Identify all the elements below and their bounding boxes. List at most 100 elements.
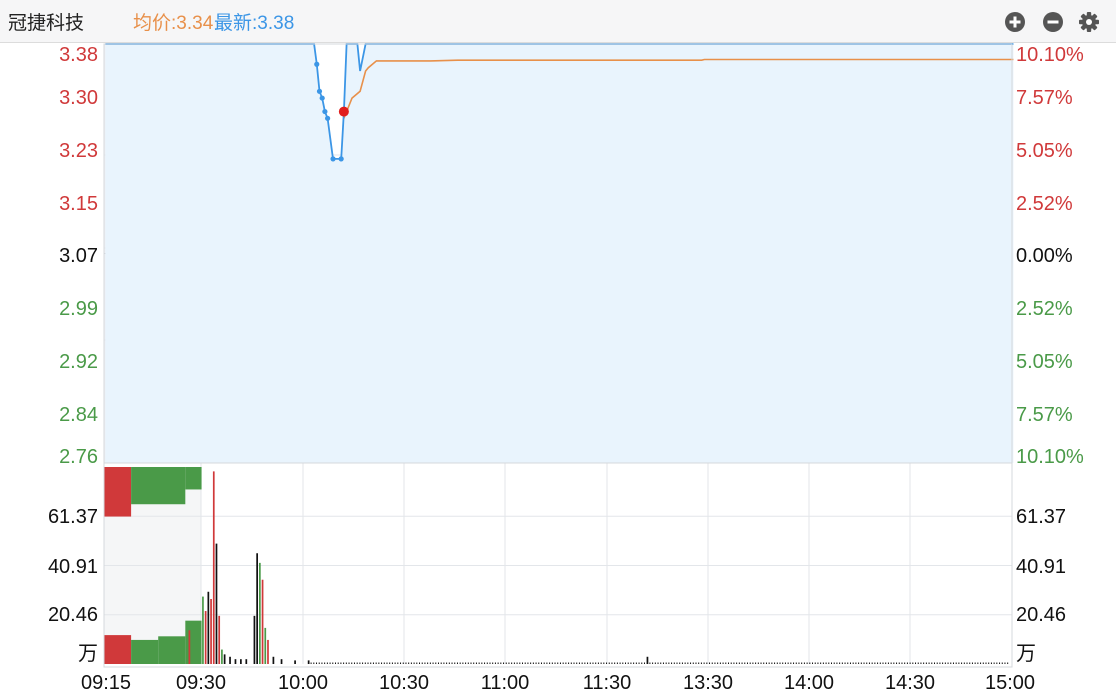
volume-bar (443, 662, 445, 664)
volume-bar (240, 659, 242, 664)
volume-bar (1004, 662, 1006, 664)
volume-bar (538, 662, 540, 664)
volume-bar (643, 662, 645, 664)
volume-bar (503, 662, 505, 664)
volume-bar (925, 662, 927, 664)
percent-tick-label: 5.05% (1016, 140, 1073, 162)
volume-bar (635, 662, 637, 664)
volume-bar (654, 662, 656, 664)
volume-bar (589, 662, 591, 664)
volume-bar (814, 662, 816, 664)
volume-bar (587, 662, 589, 664)
volume-bar (920, 662, 922, 664)
volume-bar (963, 662, 965, 664)
volume-bar (912, 662, 914, 664)
volume-bar (557, 662, 559, 664)
volume-bar (348, 662, 350, 664)
volume-bar (784, 662, 786, 664)
volume-bar (969, 662, 971, 664)
volume-bar (405, 662, 407, 664)
volume-bar (630, 662, 632, 664)
volume-bar (676, 662, 678, 664)
volume-bar (370, 662, 372, 664)
average-price-label: 均价:3.34 (133, 13, 214, 34)
volume-bar (958, 662, 960, 664)
percent-tick-label: 10.10% (1016, 44, 1084, 66)
volume-bar (215, 543, 218, 664)
volume-bar (500, 662, 502, 664)
volume-bar (486, 662, 488, 664)
volume-bar (397, 662, 399, 664)
volume-bar (825, 662, 827, 664)
pre-market-volume-bar (185, 620, 202, 664)
time-tick-label: 10:30 (378, 672, 430, 694)
volume-bar (356, 662, 358, 664)
volume-bar (961, 662, 963, 664)
volume-bar (947, 662, 949, 664)
auction-imbalance-bar (185, 467, 202, 490)
volume-bar (790, 662, 792, 664)
percent-tick-label: 0.00% (1016, 245, 1073, 267)
volume-bar (717, 662, 719, 664)
volume-bar (435, 662, 437, 664)
percent-tick-label: 2.52% (1016, 298, 1073, 320)
volume-bar (234, 659, 237, 664)
volume-bar (359, 662, 361, 664)
volume-bar (432, 662, 434, 664)
volume-bar (695, 662, 697, 664)
volume-bar (882, 662, 884, 664)
volume-bar (944, 662, 946, 664)
auction-imbalance-bar (131, 467, 186, 505)
volume-bar (508, 662, 510, 664)
auction-imbalance-bar (104, 467, 132, 517)
volume-bar (462, 662, 464, 664)
volume-bar (364, 662, 366, 664)
volume-bar (188, 630, 191, 664)
volume-bar (890, 662, 892, 664)
volume-bar (855, 662, 857, 664)
volume-bar (316, 662, 318, 664)
volume-bar (440, 662, 442, 664)
volume-bar (267, 639, 269, 664)
volume-bar (698, 662, 700, 664)
volume-bar (391, 662, 393, 664)
volume-bar (497, 662, 499, 664)
time-tick-label: 09:15 (80, 672, 132, 694)
volume-bar (519, 662, 521, 664)
volume-bar (662, 662, 664, 664)
volume-bar (207, 591, 210, 664)
volume-bar (822, 662, 824, 664)
volume-bar (939, 662, 941, 664)
volume-bar (446, 662, 448, 664)
volume-bar (465, 662, 467, 664)
volume-bar (893, 662, 895, 664)
volume-bar (473, 662, 475, 664)
volume-bar (307, 660, 310, 664)
percent-tick-label: 10.10% (1016, 446, 1084, 468)
settings-gear-icon[interactable] (1078, 11, 1100, 33)
volume-bar (980, 662, 982, 664)
volume-bar (722, 662, 724, 664)
volume-bar (782, 662, 784, 664)
volume-bar (841, 662, 843, 664)
zoom-in-icon[interactable] (1004, 11, 1026, 33)
zoom-out-icon[interactable] (1042, 11, 1064, 33)
volume-bar (258, 562, 261, 664)
volume-bar (367, 662, 369, 664)
volume-bar (641, 662, 643, 664)
volume-bar (839, 662, 841, 664)
volume-bar (459, 662, 461, 664)
volume-bar (310, 662, 312, 664)
volume-bar (253, 615, 256, 664)
volume-bar (294, 660, 296, 664)
volume-bar (652, 662, 654, 664)
volume-bar (936, 662, 938, 664)
time-tick-label: 13:30 (682, 672, 734, 694)
volume-bar (681, 662, 683, 664)
volume-bar (345, 662, 347, 664)
volume-bar (378, 662, 380, 664)
volume-bar (896, 662, 898, 664)
auction-dot (330, 156, 336, 162)
volume-bar (549, 662, 551, 664)
